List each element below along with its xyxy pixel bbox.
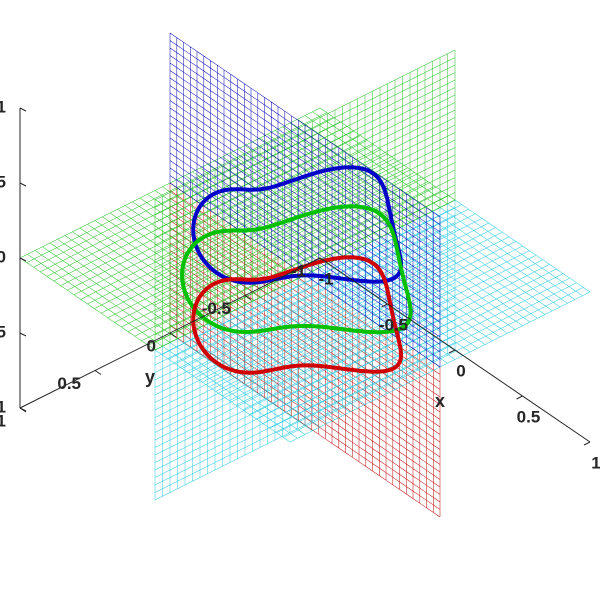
- x-tick: [313, 257, 321, 262]
- y-axis-label: y: [145, 367, 155, 387]
- curve-middle: [180, 204, 413, 335]
- z-tick-label: 0: [0, 247, 6, 266]
- x-axis-label: x: [435, 391, 445, 411]
- y-tick-label: 0: [147, 336, 156, 355]
- y-tick: [319, 257, 327, 263]
- y-tick-label: -1: [291, 261, 306, 280]
- z-tick: [19, 107, 27, 112]
- y-tick: [244, 295, 252, 300]
- curve-lower: [191, 255, 403, 375]
- y-tick-label: 0.5: [57, 374, 81, 393]
- x-tick: [516, 395, 523, 400]
- x-tick: [448, 349, 456, 354]
- z-tick-label: 0.5: [0, 172, 6, 191]
- y-tick-label: 1: [0, 411, 6, 430]
- x-tick-label: -0.5: [379, 315, 408, 334]
- z-tick-label: -0.5: [0, 322, 6, 341]
- z-tick: [19, 182, 27, 187]
- x-tick: [381, 303, 388, 308]
- x-tick-label: -1: [318, 269, 333, 288]
- x-tick: [583, 441, 591, 446]
- x-tick-label: 1: [591, 453, 600, 472]
- z-tick-label: 1: [0, 97, 6, 116]
- z-tick: [19, 257, 27, 262]
- z-tick: [19, 332, 27, 337]
- z-tick-label: -1: [0, 397, 6, 416]
- y-tick: [94, 370, 102, 375]
- x-tick-label: 0: [456, 361, 465, 380]
- y-tick: [169, 332, 177, 338]
- y-tick-label: -0.5: [202, 299, 231, 318]
- axes-layer: [19, 107, 591, 446]
- x-tick-label: 0.5: [517, 407, 541, 426]
- y-tick: [19, 407, 27, 413]
